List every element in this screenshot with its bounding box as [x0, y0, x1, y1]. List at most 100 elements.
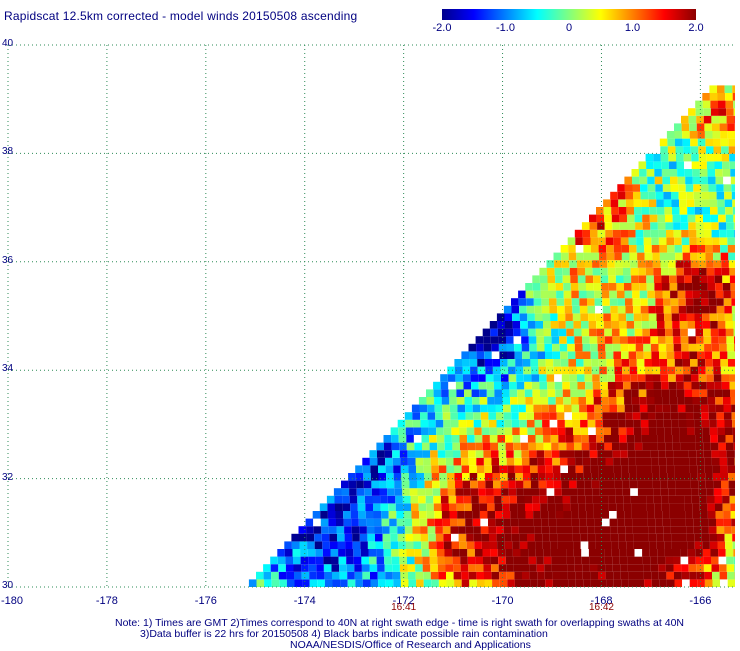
- swath-cell: [641, 199, 649, 207]
- swath-cell: [554, 481, 562, 489]
- swath-cell: [522, 564, 530, 572]
- swath-cell: [614, 253, 622, 261]
- swath-cell: [464, 389, 472, 397]
- swath-cell: [718, 321, 726, 329]
- swath-cell: [583, 245, 591, 253]
- swath-cell: [643, 564, 651, 572]
- swath-cell: [687, 207, 695, 215]
- swath-cell: [594, 397, 602, 405]
- swath-cell: [654, 161, 662, 169]
- swath-cell: [714, 488, 722, 496]
- swath-cell: [721, 481, 729, 489]
- swath-cell: [347, 572, 355, 580]
- swath-cell: [581, 549, 589, 557]
- latitude-label: 38: [2, 146, 13, 157]
- swath-cell: [524, 374, 532, 382]
- swath-cell: [535, 534, 543, 542]
- swath-cell: [644, 359, 652, 367]
- swath-cell: [362, 564, 370, 572]
- swath-cell: [700, 511, 708, 519]
- swath-cell: [529, 344, 537, 352]
- swath-cell: [578, 503, 586, 511]
- swath-cell: [337, 526, 345, 534]
- swath-cell: [453, 450, 461, 458]
- swath-cell: [643, 230, 651, 238]
- swath-cell: [384, 549, 392, 557]
- swath-cell: [572, 405, 580, 413]
- swath-cell: [307, 541, 315, 549]
- swath-cell: [734, 557, 735, 565]
- swath-cell: [343, 511, 351, 519]
- swath-cell: [679, 313, 687, 321]
- swath-cell: [384, 435, 392, 443]
- swath-cell: [662, 389, 670, 397]
- swath-cell: [286, 564, 294, 572]
- swath-cell: [734, 116, 735, 124]
- swath-cell: [724, 192, 732, 200]
- swath-cell: [616, 389, 624, 397]
- swath-cell: [509, 496, 517, 504]
- swath-cell: [560, 351, 568, 359]
- swath-cell: [561, 473, 569, 481]
- swath-cell: [668, 253, 676, 261]
- swath-cell: [549, 526, 557, 534]
- swath-cell: [404, 511, 412, 519]
- swath-cell: [363, 579, 371, 587]
- swath-cell: [432, 473, 440, 481]
- swath-cell: [555, 268, 563, 276]
- swath-cell: [256, 572, 264, 580]
- swath-cell: [676, 374, 684, 382]
- swath-cell: [624, 389, 632, 397]
- swath-cell: [705, 351, 713, 359]
- swath-cell: [703, 435, 711, 443]
- swath-cell: [688, 108, 696, 116]
- swath-cell: [331, 557, 339, 565]
- swath-cell: [629, 237, 637, 245]
- swath-cell: [724, 519, 732, 527]
- swath-cell: [639, 397, 647, 405]
- swath-cell: [545, 465, 553, 473]
- swath-cell: [582, 222, 590, 230]
- swath-cell: [725, 313, 733, 321]
- swath-cell: [617, 291, 625, 299]
- swath-cell: [670, 291, 678, 299]
- swath-cell: [641, 313, 649, 321]
- swath-cell: [641, 306, 649, 314]
- swath-cell: [465, 519, 473, 527]
- swath-cell: [674, 564, 682, 572]
- swath-cell: [635, 215, 643, 223]
- swath-cell: [638, 488, 646, 496]
- swath-cell: [469, 458, 477, 466]
- swath-cell: [540, 496, 548, 504]
- swath-cell: [719, 450, 727, 458]
- swath-cell: [622, 481, 630, 489]
- swath-cell: [498, 329, 506, 337]
- swath-cell: [357, 488, 365, 496]
- swath-cell: [377, 564, 385, 572]
- swath-cell: [449, 496, 457, 504]
- swath-cell: [636, 564, 644, 572]
- swath-cell: [529, 557, 537, 565]
- swath-cell: [594, 405, 602, 413]
- swath-cell: [651, 564, 659, 572]
- swath-cell: [706, 374, 714, 382]
- swath-cell: [603, 534, 611, 542]
- swath-cell: [608, 382, 616, 390]
- swath-cell: [550, 420, 558, 428]
- swath-cell: [585, 488, 593, 496]
- swath-cell: [690, 473, 698, 481]
- swath-cell: [667, 579, 675, 587]
- swath-cell: [622, 253, 630, 261]
- swath-cell: [669, 382, 677, 390]
- swath-cell: [725, 420, 733, 428]
- swath-cell: [730, 503, 735, 511]
- swath-cell: [627, 321, 635, 329]
- swath-cell: [530, 458, 538, 466]
- swath-cell: [391, 549, 399, 557]
- swath-cell: [722, 382, 730, 390]
- swath-cell: [596, 207, 604, 215]
- swath-cell: [690, 131, 698, 139]
- swath-cell: [414, 549, 422, 557]
- swath-cell: [682, 131, 690, 139]
- swath-cell: [619, 313, 627, 321]
